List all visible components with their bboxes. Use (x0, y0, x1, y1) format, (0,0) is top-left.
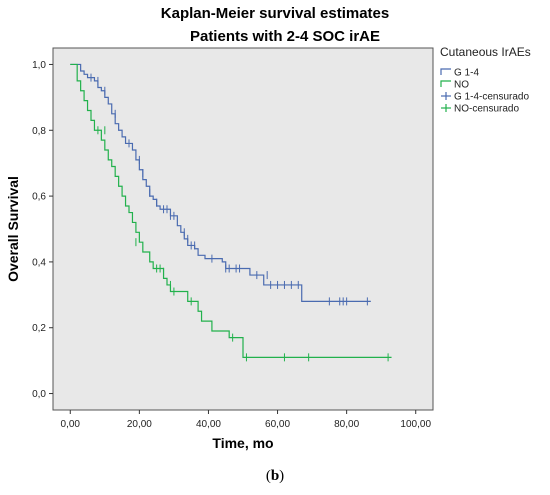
caption-open: ( (265, 468, 271, 484)
x-tick-label: 60,00 (265, 419, 290, 430)
x-tick-label: 20,00 (127, 419, 152, 430)
caption-letter: b (270, 468, 280, 484)
figure-caption: (b) (0, 468, 550, 485)
legend-label: NO (454, 80, 469, 91)
chart-subtitle: Patients with 2-4 SOC irAE (190, 28, 380, 45)
x-tick-label: 40,00 (196, 419, 221, 430)
legend-label: G 1-4-censurado (454, 92, 529, 103)
y-tick-label: 0,4 (32, 257, 46, 268)
y-tick-label: 0,6 (32, 192, 46, 203)
y-axis-label: Overall Survival (5, 176, 21, 282)
y-tick-label: 0,2 (32, 323, 46, 334)
caption-close: ) (279, 468, 285, 484)
legend-title: Cutaneous IrAEs (440, 45, 531, 59)
legend-label: G 1-4 (454, 68, 479, 79)
x-tick-label: 0,00 (61, 419, 81, 430)
x-tick-label: 100,00 (400, 419, 431, 430)
y-tick-label: 0,0 (32, 389, 46, 400)
y-tick-label: 0,8 (32, 126, 46, 137)
survival-curve-no (70, 63, 392, 358)
x-axis-label: Time, mo (212, 435, 273, 451)
x-tick-label: 80,00 (334, 419, 359, 430)
survival-curve-g1-4 (70, 63, 371, 302)
legend-label: NO-censurado (454, 104, 519, 115)
legend-swatch (440, 68, 451, 75)
legend-swatch (440, 80, 451, 87)
km-chart: Kaplan-Meier survival estimates Patients … (5, 5, 531, 451)
chart-title: Kaplan-Meier survival estimates (161, 5, 389, 22)
y-tick-label: 1,0 (32, 60, 46, 71)
